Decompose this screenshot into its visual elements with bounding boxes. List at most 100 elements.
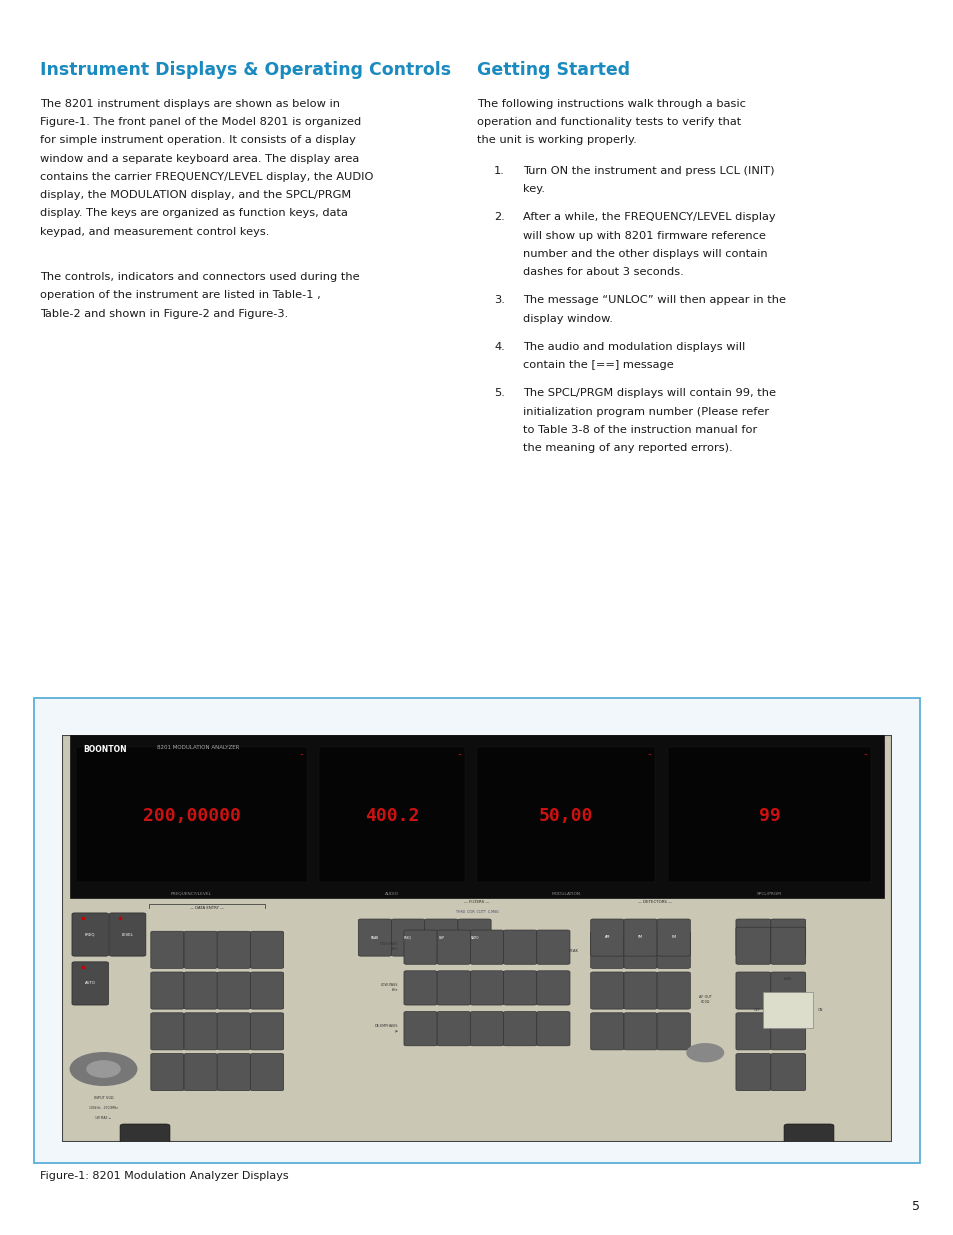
FancyBboxPatch shape: [151, 1053, 184, 1091]
Text: — FILTERS —: — FILTERS —: [464, 900, 489, 904]
FancyBboxPatch shape: [151, 1013, 184, 1050]
FancyBboxPatch shape: [735, 919, 770, 956]
Text: -: -: [646, 750, 652, 760]
FancyBboxPatch shape: [71, 735, 882, 898]
FancyBboxPatch shape: [770, 919, 805, 956]
Text: LEVEL: LEVEL: [122, 932, 133, 936]
Text: contains the carrier FREQUENCY/LEVEL display, the AUDIO: contains the carrier FREQUENCY/LEVEL dis…: [40, 172, 373, 182]
Circle shape: [87, 1061, 120, 1077]
Text: key.: key.: [522, 184, 544, 194]
FancyBboxPatch shape: [590, 919, 623, 956]
FancyBboxPatch shape: [503, 971, 537, 1005]
Text: The SPCL/PRGM displays will contain 99, the: The SPCL/PRGM displays will contain 99, …: [522, 388, 775, 398]
FancyBboxPatch shape: [470, 930, 503, 965]
Text: DE-EMPHASIS
μs: DE-EMPHASIS μs: [375, 1024, 397, 1032]
Text: 1.: 1.: [494, 165, 504, 175]
FancyBboxPatch shape: [537, 1011, 569, 1046]
FancyBboxPatch shape: [217, 931, 250, 968]
Text: The following instructions walk through a basic: The following instructions walk through …: [476, 99, 745, 109]
Text: 4.: 4.: [494, 342, 504, 352]
Text: Table-2 and shown in Figure-2 and Figure-3.: Table-2 and shown in Figure-2 and Figure…: [40, 309, 288, 319]
Text: ENAB: ENAB: [371, 936, 378, 940]
FancyBboxPatch shape: [391, 919, 424, 956]
Text: 5: 5: [911, 1199, 919, 1213]
Text: initialization program number (Please refer: initialization program number (Please re…: [522, 406, 768, 416]
Text: RATIO: RATIO: [470, 936, 478, 940]
FancyBboxPatch shape: [667, 747, 870, 882]
FancyBboxPatch shape: [151, 972, 184, 1009]
FancyBboxPatch shape: [184, 972, 217, 1009]
FancyBboxPatch shape: [151, 931, 184, 968]
FancyBboxPatch shape: [110, 913, 146, 956]
FancyBboxPatch shape: [770, 1053, 805, 1091]
FancyBboxPatch shape: [76, 747, 307, 882]
FancyBboxPatch shape: [457, 919, 491, 956]
FancyBboxPatch shape: [735, 1013, 770, 1050]
FancyBboxPatch shape: [436, 971, 470, 1005]
FancyBboxPatch shape: [250, 972, 283, 1009]
FancyBboxPatch shape: [71, 962, 109, 1005]
FancyBboxPatch shape: [590, 931, 623, 968]
FancyBboxPatch shape: [623, 931, 657, 968]
Text: 100kHz - 2500MHz: 100kHz - 2500MHz: [89, 1105, 118, 1110]
Text: display. The keys are organized as function keys, data: display. The keys are organized as funct…: [40, 209, 348, 219]
Text: 400.2: 400.2: [364, 808, 418, 825]
FancyBboxPatch shape: [590, 1013, 623, 1050]
FancyBboxPatch shape: [470, 1011, 503, 1046]
Text: operation of the instrument are listed in Table-1 ,: operation of the instrument are listed i…: [40, 290, 320, 300]
Circle shape: [686, 1044, 722, 1062]
Text: display window.: display window.: [522, 314, 612, 324]
FancyBboxPatch shape: [623, 1013, 657, 1050]
FancyBboxPatch shape: [762, 992, 812, 1029]
Text: 2.: 2.: [494, 212, 504, 222]
FancyBboxPatch shape: [783, 1124, 833, 1152]
Text: keypad, and measurement control keys.: keypad, and measurement control keys.: [40, 227, 269, 237]
Text: 8201 MODULATION ANALYZER: 8201 MODULATION ANALYZER: [157, 745, 239, 750]
Text: The audio and modulation displays will: The audio and modulation displays will: [522, 342, 744, 352]
Text: LINE: LINE: [783, 977, 792, 982]
Text: display, the MODULATION display, and the SPCL/PRGM: display, the MODULATION display, and the…: [40, 190, 351, 200]
Text: HIGH-PASS
kHz: HIGH-PASS kHz: [379, 942, 397, 951]
Text: -: -: [456, 750, 461, 760]
FancyBboxPatch shape: [657, 919, 690, 956]
Text: 1W MAX ⚠: 1W MAX ⚠: [95, 1116, 112, 1120]
Text: SPCL/PRGM: SPCL/PRGM: [757, 892, 781, 895]
FancyBboxPatch shape: [184, 1013, 217, 1050]
Text: MODULATION: MODULATION: [551, 892, 580, 895]
Text: OFF: OFF: [753, 1008, 760, 1011]
Text: FREQUENCY/LEVEL: FREQUENCY/LEVEL: [171, 892, 212, 895]
Circle shape: [71, 1052, 136, 1086]
Text: will show up with 8201 firmware reference: will show up with 8201 firmware referenc…: [522, 231, 765, 241]
Text: dashes for about 3 seconds.: dashes for about 3 seconds.: [522, 267, 683, 277]
Text: 5.: 5.: [494, 388, 504, 398]
FancyBboxPatch shape: [770, 972, 805, 1009]
Text: After a while, the FREQUENCY/LEVEL display: After a while, the FREQUENCY/LEVEL displ…: [522, 212, 775, 222]
FancyBboxPatch shape: [358, 919, 391, 956]
Text: ON: ON: [817, 1008, 821, 1011]
FancyBboxPatch shape: [403, 930, 436, 965]
FancyBboxPatch shape: [537, 930, 569, 965]
Text: BOONTON: BOONTON: [83, 745, 126, 755]
Text: number and the other displays will contain: number and the other displays will conta…: [522, 249, 766, 259]
Text: DSP: DSP: [437, 936, 444, 940]
Text: the meaning of any reported errors).: the meaning of any reported errors).: [522, 443, 732, 453]
Text: window and a separate keyboard area. The display area: window and a separate keyboard area. The…: [40, 153, 359, 163]
Text: — DATA ENTRY —: — DATA ENTRY —: [190, 906, 224, 910]
Text: PEAK: PEAK: [569, 948, 578, 953]
Text: FM: FM: [638, 935, 642, 940]
FancyBboxPatch shape: [735, 927, 770, 965]
FancyBboxPatch shape: [735, 1053, 770, 1091]
Text: FREQ: FREQ: [85, 932, 95, 936]
FancyBboxPatch shape: [657, 931, 690, 968]
FancyBboxPatch shape: [623, 919, 657, 956]
FancyBboxPatch shape: [623, 972, 657, 1009]
Text: AF OUT
600Ω: AF OUT 600Ω: [699, 995, 711, 1004]
FancyBboxPatch shape: [424, 919, 457, 956]
Text: — DETECTORS —: — DETECTORS —: [638, 900, 672, 904]
FancyBboxPatch shape: [476, 747, 655, 882]
Text: AUDIO: AUDIO: [384, 892, 398, 895]
FancyBboxPatch shape: [319, 747, 464, 882]
FancyBboxPatch shape: [503, 930, 537, 965]
FancyBboxPatch shape: [184, 931, 217, 968]
Text: AM: AM: [604, 935, 609, 940]
